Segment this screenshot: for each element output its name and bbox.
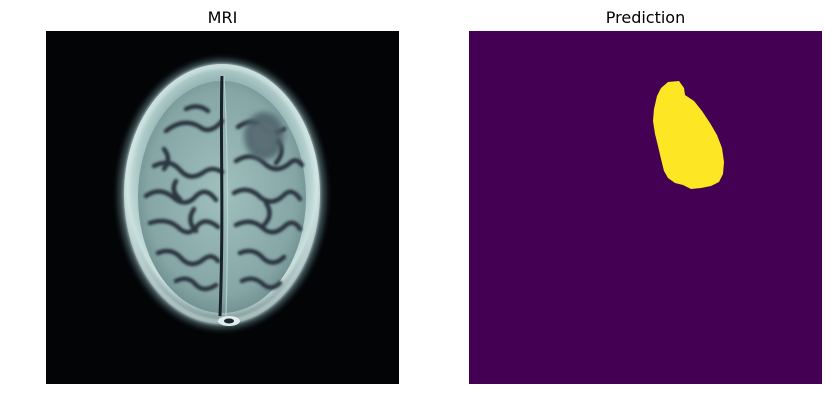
predicted-lesion-mask <box>653 81 724 189</box>
left-hemisphere-sulci <box>143 104 225 292</box>
mri-brain-scan <box>46 31 399 384</box>
prediction-mask <box>469 31 822 384</box>
right-hemisphere-sulci <box>231 119 305 290</box>
midline-fissure <box>218 75 224 317</box>
mri-image <box>46 31 399 384</box>
mri-panel-title: MRI <box>207 8 238 27</box>
fiducial-marker-center <box>224 318 234 324</box>
prediction-background <box>469 31 822 384</box>
prediction-panel-title: Prediction <box>605 8 686 27</box>
lesion-core <box>252 122 276 150</box>
prediction-image <box>469 31 822 384</box>
midline-highlight <box>223 75 229 317</box>
